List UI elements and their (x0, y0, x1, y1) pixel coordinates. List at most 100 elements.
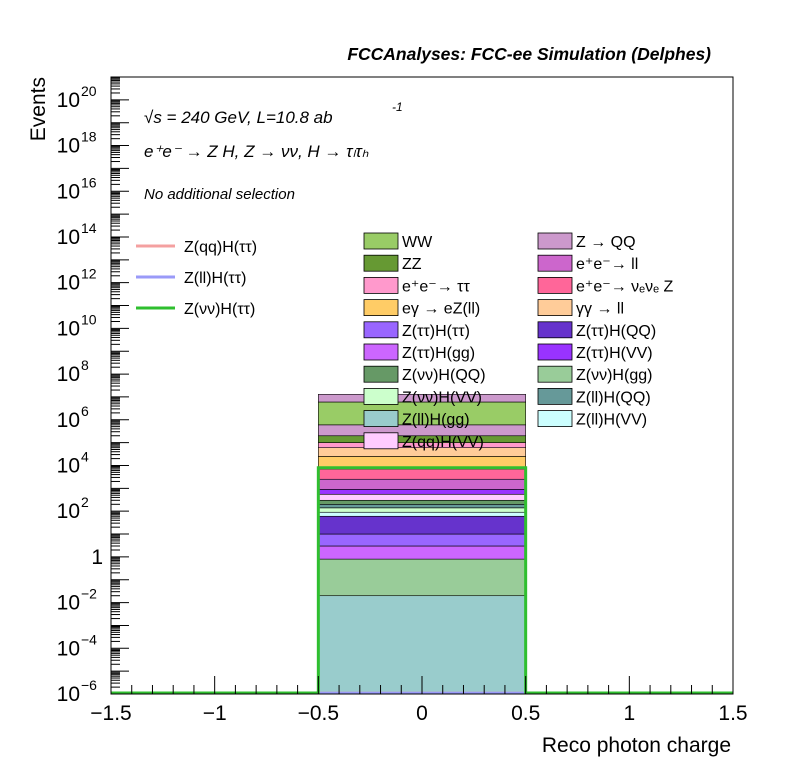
legend-bkg-label-14: Z(νν)H(VV) (402, 389, 482, 406)
legend-bkg-label-17: Z(ll)H(VV) (576, 412, 647, 429)
stack-bar-7 (318, 504, 526, 509)
legend-bkg-swatch-9 (537, 321, 573, 339)
stack-bar-11 (318, 478, 526, 490)
y-tick-label: 10 (57, 637, 80, 660)
y-tick-label: 10 (57, 180, 80, 203)
stack-bar-6 (318, 507, 526, 513)
legend-bkg-swatch-1 (537, 232, 573, 250)
stack-bar-12 (318, 468, 526, 480)
legend-bkg-swatch-2 (363, 254, 399, 272)
y-tick-exponent: −6 (81, 677, 97, 693)
y-tick-label: 10 (57, 500, 80, 523)
legend-bkg-swatch-12 (363, 365, 399, 383)
legend-signal-label-0: Z(qq)H(ττ) (184, 239, 257, 256)
y-tick-exponent: −4 (81, 631, 97, 647)
y-tick-label: 10 (57, 363, 80, 386)
legend-bkg-swatch-10 (363, 343, 399, 361)
y-tick-label: 10 (57, 135, 80, 158)
legend-signal-label-1: Z(ll)H(ττ) (184, 270, 246, 287)
legend-bkg-swatch-15 (537, 387, 573, 405)
y-tick-exponent: −2 (81, 586, 97, 602)
stack-bar-4 (318, 515, 526, 535)
x-tick-label: 1.5 (718, 702, 747, 725)
y-tick-exponent: 6 (81, 403, 89, 419)
legend-bkg-label-8: Z(ττ)H(ττ) (402, 323, 470, 340)
y-tick-exponent: 8 (81, 357, 89, 373)
energy-annotation-exponent: -1 (392, 100, 403, 114)
legend-bkg-label-3: e⁺e⁻→ ll (576, 256, 638, 273)
y-tick-label: 10 (57, 454, 80, 477)
legend-bkg-label-4: e⁺e⁻→ ττ (402, 278, 470, 295)
legend-bkg-swatch-8 (363, 321, 399, 339)
legend-bkg-swatch-0 (363, 232, 399, 250)
selection-annotation: No additional selection (144, 186, 295, 203)
legend-bkg-swatch-5 (537, 276, 573, 294)
legend-bkg-swatch-16 (363, 410, 399, 428)
stack-bar-19 (318, 394, 526, 403)
legend-bkg-swatch-4 (363, 276, 399, 294)
legend-bkg-swatch-18 (363, 432, 399, 450)
legend-bkg-label-5: e⁺e⁻→ νₑνₑ Z (576, 278, 673, 295)
y-tick-exponent: 2 (81, 494, 89, 510)
x-tick-label: 1 (623, 702, 635, 725)
background-legend: WW Z → QQ ZZ e⁺e⁻→ ll e⁺e⁻→ ττ e⁺e⁻→ νₑνₑ Z eγ… (363, 232, 673, 451)
stack-bar-9 (318, 493, 526, 501)
chart-title: FCCAnalyses: FCC-ee Simulation (Delphes) (347, 44, 711, 64)
legend-bkg-label-7: γγ → ll (576, 301, 624, 318)
stack-bar-1 (318, 558, 526, 597)
y-tick-exponent: 16 (81, 174, 97, 190)
y-tick-exponent: 14 (81, 220, 97, 236)
legend-bkg-label-10: Z(ττ)H(gg) (402, 345, 475, 362)
x-tick-label: 0.5 (511, 702, 540, 725)
y-axis-label: Events (27, 77, 50, 141)
signal-legend: Z(qq)H(ττ) Z(ll)H(ττ) Z(νν)H(ττ) (136, 239, 257, 318)
x-tick-label: −1 (203, 702, 227, 725)
y-tick-exponent: 12 (81, 266, 97, 282)
y-tick-label: 10 (57, 317, 80, 340)
y-tick-label: 10 (57, 409, 80, 432)
legend-bkg-swatch-3 (537, 254, 573, 272)
x-tick-label: −0.5 (298, 702, 339, 725)
signal-line-2 (111, 466, 733, 695)
y-tick-exponent: 10 (81, 311, 97, 327)
x-axis-ticks: −1.5 −1 −0.5 0 0.5 1 1.5 (90, 676, 748, 725)
legend-bkg-swatch-17 (537, 410, 573, 428)
legend-bkg-label-6: eγ → eZ(ll) (402, 301, 480, 318)
legend-bkg-label-16: Z(ll)H(gg) (402, 412, 470, 429)
y-tick-label: 10 (57, 89, 80, 112)
stack-bar-10 (318, 489, 526, 495)
legend-bkg-swatch-13 (537, 365, 573, 383)
y-tick-exponent: 20 (81, 83, 97, 99)
y-tick-label: 10 (57, 592, 80, 615)
process-annotation: e⁺e⁻ → Z H, Z → νν, H → τₗτₕ (144, 142, 369, 161)
x-tick-label: −1.5 (90, 702, 131, 725)
legend-bkg-label-2: ZZ (402, 256, 422, 273)
legend-bkg-swatch-7 (537, 299, 573, 317)
y-tick-exponent: 4 (81, 448, 89, 464)
stack-bar-2 (318, 545, 526, 560)
x-axis-label: Reco photon charge (542, 734, 731, 757)
legend-bkg-label-9: Z(ττ)H(QQ) (576, 323, 656, 340)
legend-bkg-swatch-11 (537, 343, 573, 361)
y-tick-label: 10 (57, 272, 80, 295)
legend-bkg-label-12: Z(νν)H(QQ) (402, 367, 486, 384)
x-tick-label: 0 (416, 702, 428, 725)
legend-bkg-label-11: Z(ττ)H(VV) (576, 345, 653, 362)
legend-bkg-label-15: Z(ll)H(QQ) (576, 389, 651, 406)
legend-bkg-swatch-6 (363, 299, 399, 317)
stack-bar-5 (318, 511, 526, 517)
energy-annotation: √s = 240 GeV, L=10.8 ab (144, 108, 333, 127)
legend-signal-label-2: Z(νν)H(ττ) (184, 301, 255, 318)
legend-bkg-swatch-14 (363, 387, 399, 405)
legend-bkg-label-13: Z(νν)H(gg) (576, 367, 652, 384)
y-tick-label: 10 (57, 683, 80, 706)
y-tick-label: 10 (57, 226, 80, 249)
legend-bkg-label-0: WW (402, 234, 433, 251)
stack-bar-8 (318, 499, 526, 505)
stacked-histogram (318, 394, 526, 695)
legend-bkg-label-18: Z(qq)H(VV) (402, 434, 484, 451)
y-tick-exponent: 18 (81, 129, 97, 145)
y-tick-label: 1 (91, 546, 103, 569)
